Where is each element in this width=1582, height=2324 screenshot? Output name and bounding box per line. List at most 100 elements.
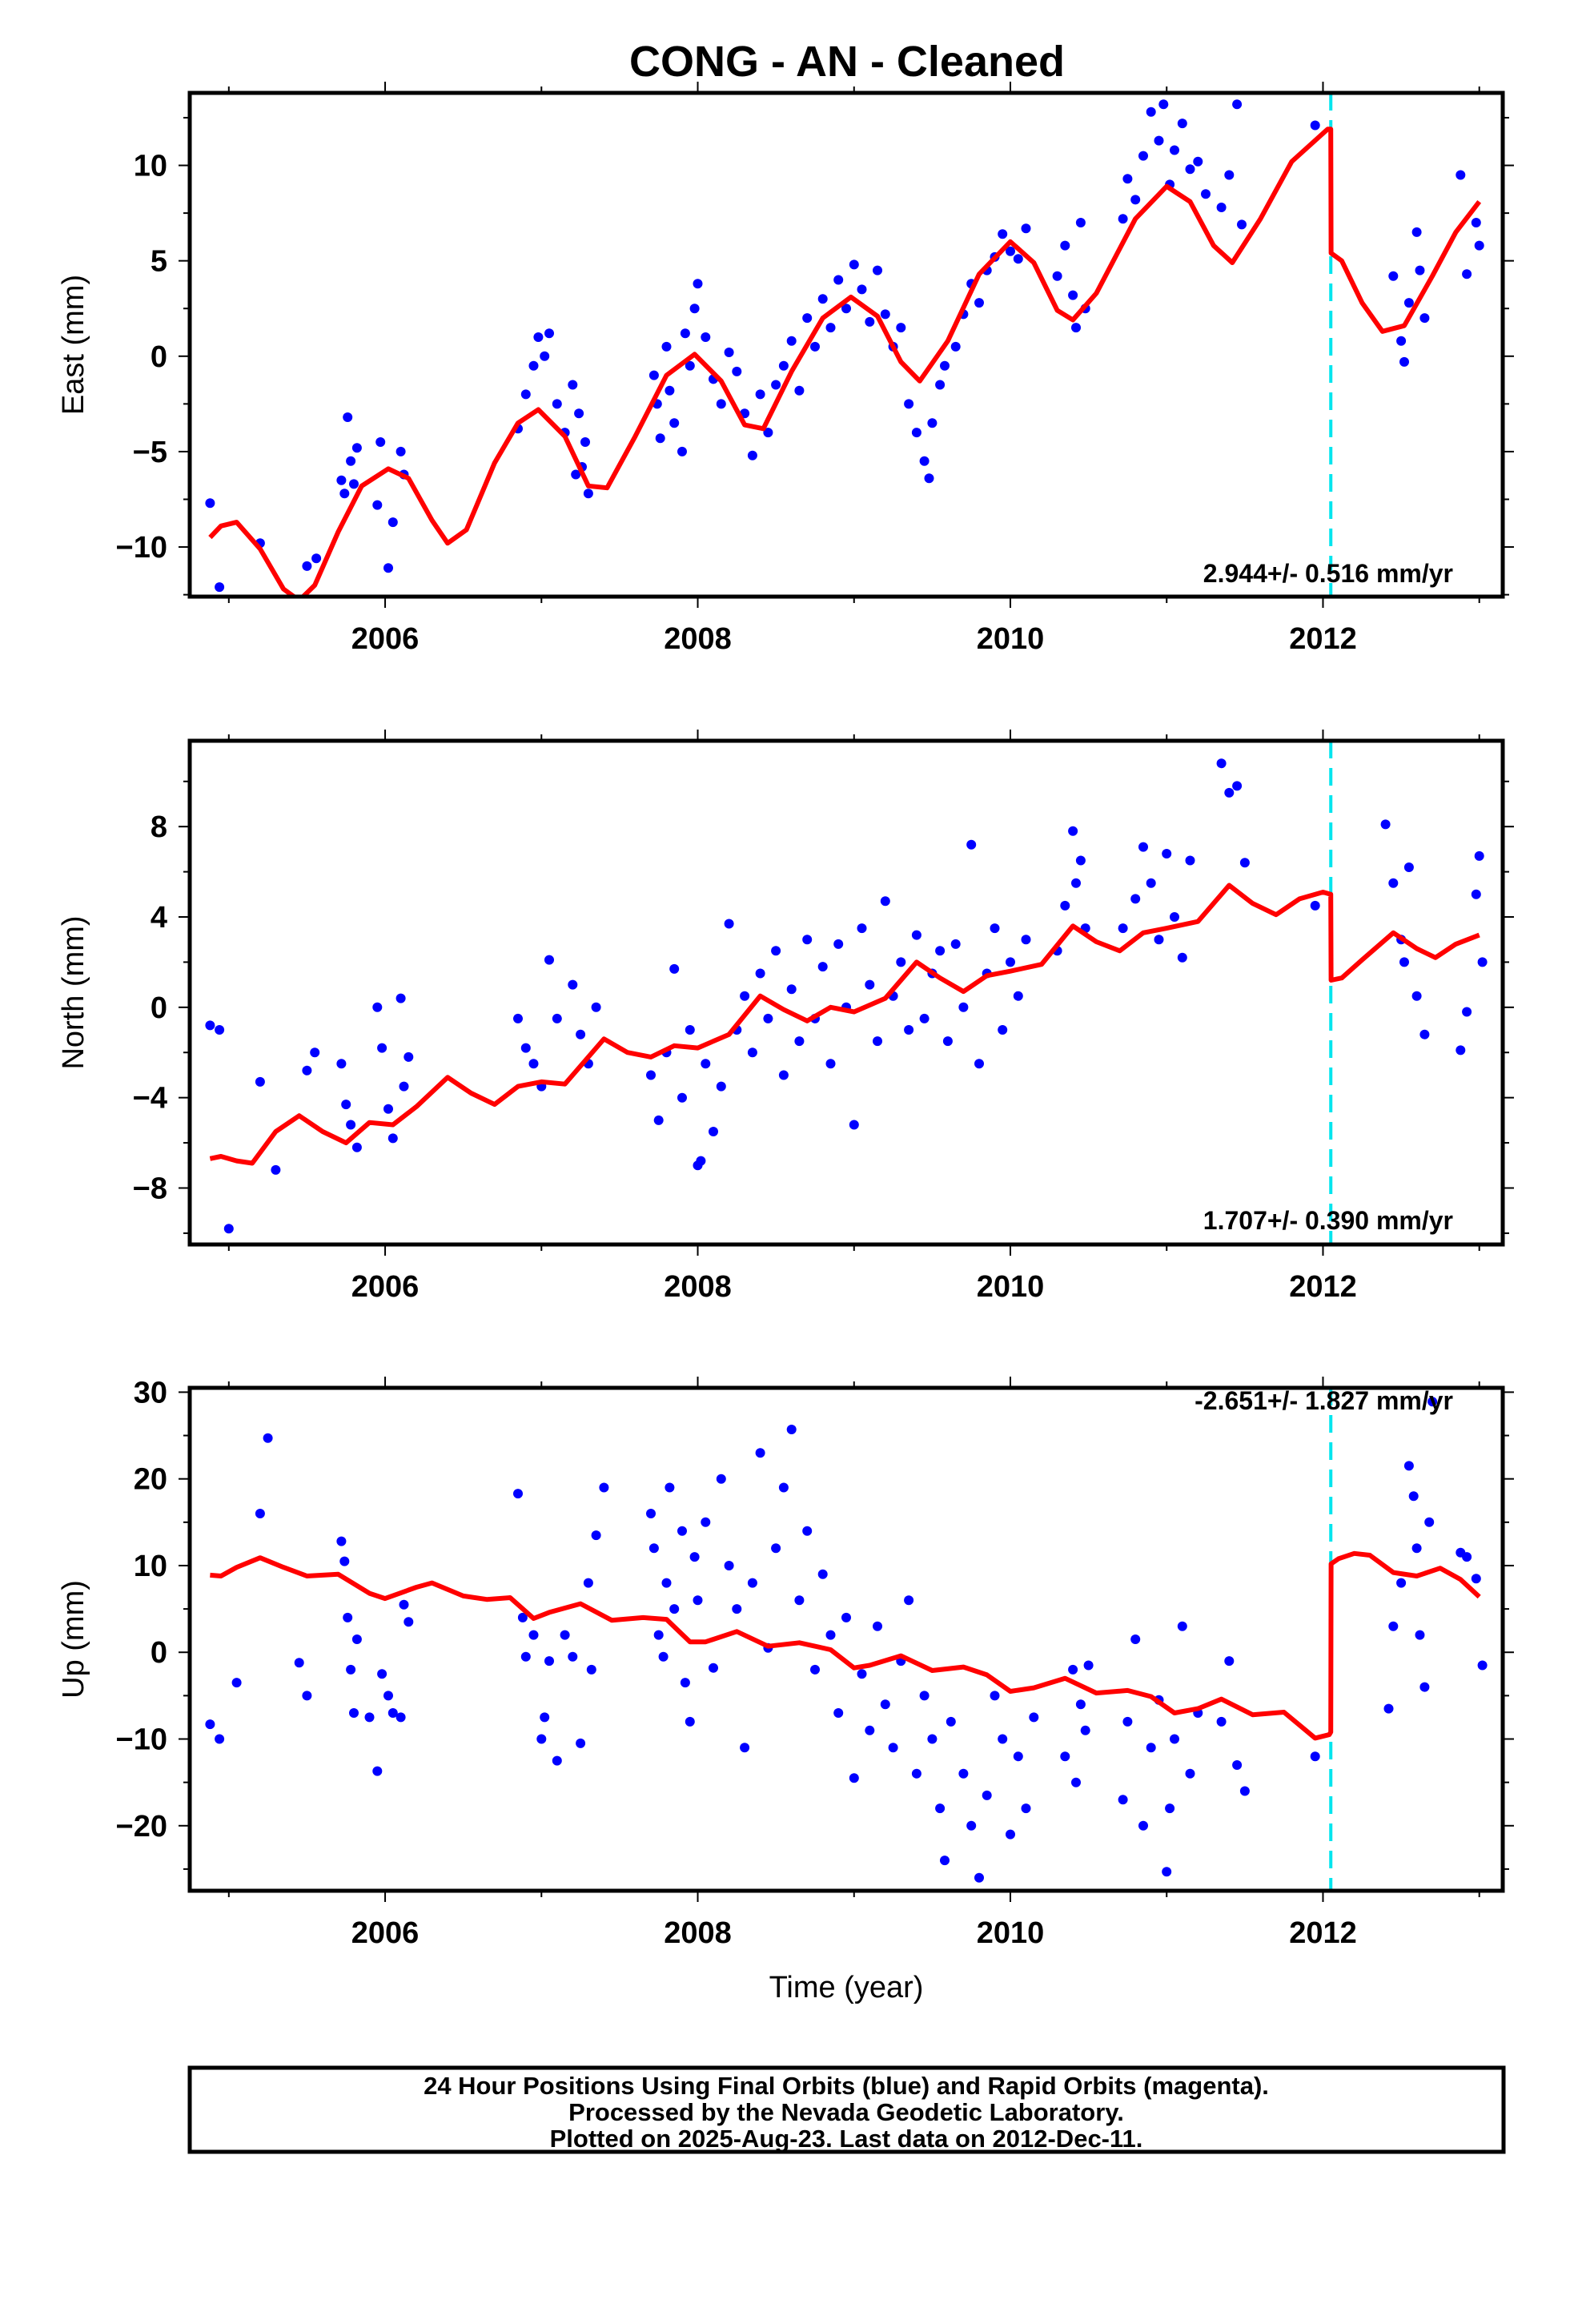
data-point [786,336,797,346]
data-point [351,443,362,453]
data-point [1239,858,1250,868]
data-point [817,962,828,972]
x-tick-label: 2008 [664,1270,732,1304]
data-point [263,1433,273,1443]
data-point [849,1773,859,1783]
data-point [1052,271,1062,281]
data-point [1427,1397,1438,1407]
data-point [571,469,581,480]
data-point [1013,991,1023,1001]
data-point [1411,1543,1422,1554]
data-point [396,446,406,456]
data-point [669,963,680,974]
data-point [346,1120,356,1130]
data-point [599,1482,609,1493]
data-point [950,341,961,352]
data-point [755,968,765,979]
data-point [1118,1795,1128,1805]
data-point [339,1556,350,1566]
data-point [1185,1768,1195,1779]
data-point [646,1509,656,1518]
data-point [576,1029,586,1039]
data-point [1154,935,1164,945]
data-point [1471,218,1481,227]
data-point [1130,195,1141,205]
data-point [1154,135,1164,146]
footer-line-2: Processed by the Nevada Geodetic Laborat… [568,2098,1124,2126]
data-point [336,1059,347,1069]
data-point [1177,1621,1187,1631]
y-tick-label: 0 [151,1636,167,1670]
data-point [215,1734,225,1744]
y-tick-label: 30 [134,1376,167,1409]
data-point [653,1115,664,1125]
data-point [689,1552,700,1562]
data-point [940,360,950,371]
data-point [387,1133,398,1144]
data-point [701,332,711,342]
data-point [825,323,836,333]
data-point [552,399,562,409]
data-point [586,1664,596,1675]
data-point [349,479,359,489]
data-point [857,284,867,295]
data-point [655,433,665,444]
data-point [1075,855,1086,866]
data-point [696,1156,706,1166]
data-point [1060,900,1070,911]
data-point [693,1595,703,1606]
data-point [302,1691,312,1701]
data-point [1075,1699,1086,1710]
data-point [1130,1634,1141,1644]
model-curve [208,127,1482,597]
data-point [958,1768,969,1779]
data-point [540,351,550,361]
data-point [911,428,921,438]
footer-box: 24 Hour Positions Using Final Orbits (bl… [187,2065,1506,2154]
data-point [1310,120,1320,131]
data-point [343,1612,353,1622]
data-point [911,1768,921,1779]
data-point [215,582,225,593]
data-point [786,1425,797,1434]
data-point [685,360,695,371]
data-point [648,1543,659,1554]
x-tick-label: 2010 [977,1916,1045,1950]
x-tick-label: 2008 [664,622,732,656]
data-point [1216,1716,1227,1727]
rate-label: -2.651+/- 1.827 mm/yr [1195,1386,1453,1415]
data-point [1232,99,1243,110]
data-point [302,561,312,571]
data-point [755,389,765,400]
data-point [1411,227,1422,237]
data-point [1399,356,1409,367]
data-point [1474,240,1484,251]
data-point [716,1081,726,1092]
y-tick-label: −4 [133,1082,167,1116]
data-point [1462,269,1472,279]
data-point [372,1766,383,1776]
data-point [716,399,726,409]
data-point [927,418,938,428]
data-point [1396,336,1407,346]
data-point [404,1617,414,1627]
data-point [685,1716,695,1727]
data-point [351,1634,362,1644]
data-point [1419,313,1430,324]
data-point [880,309,890,320]
data-point [1403,1461,1414,1471]
data-point [1177,952,1187,963]
data-point [747,450,757,460]
data-point [1388,1621,1399,1631]
data-point [1083,1660,1094,1671]
data-point [817,1569,828,1579]
data-point [888,1743,898,1753]
data-point [740,991,750,1001]
data-point [946,1716,956,1727]
data-point [1388,878,1399,888]
data-point [1138,151,1148,161]
data-point [399,1081,409,1092]
data-point [205,498,215,509]
data-point [1122,174,1133,184]
data-point [786,984,797,995]
